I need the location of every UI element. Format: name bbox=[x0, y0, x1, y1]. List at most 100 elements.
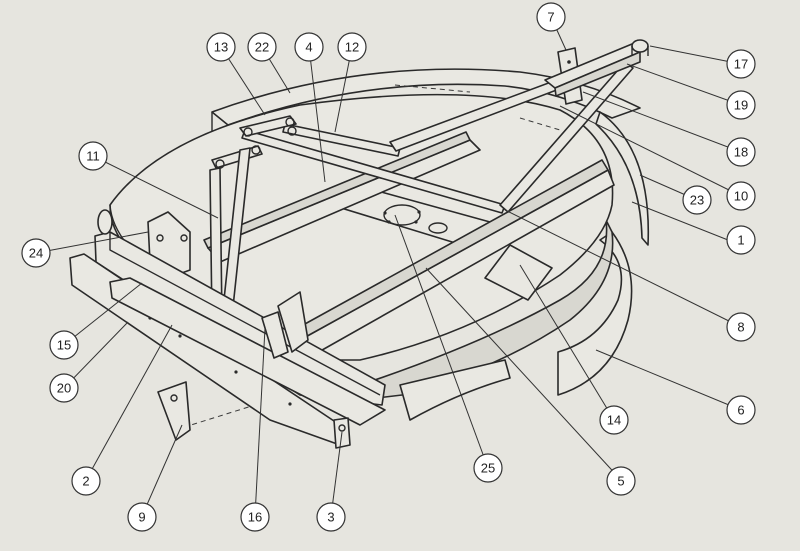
callout-5[interactable]: 5 bbox=[606, 466, 636, 496]
callout-label: 7 bbox=[547, 10, 554, 25]
bolt-hole-4 bbox=[414, 220, 418, 224]
leader-15 bbox=[63, 282, 143, 346]
leader-24 bbox=[35, 231, 149, 254]
leader-6 bbox=[595, 349, 742, 411]
callout-23[interactable]: 23 bbox=[682, 185, 712, 215]
callout-label: 8 bbox=[737, 320, 744, 335]
right-shield-part bbox=[595, 111, 650, 246]
callout-label: 12 bbox=[345, 40, 359, 55]
small-tab-hole bbox=[338, 424, 346, 432]
clevis-pin-3 bbox=[287, 126, 297, 136]
callout-label: 19 bbox=[734, 98, 748, 113]
front-rail-part bbox=[109, 277, 386, 426]
hitch-rail-side bbox=[554, 51, 641, 97]
lower-bracket-part bbox=[157, 381, 191, 441]
leader-20 bbox=[63, 321, 129, 389]
clevis-pin-5 bbox=[251, 145, 261, 155]
hidden-line-1 bbox=[394, 84, 471, 93]
callout-label: 14 bbox=[607, 413, 621, 428]
bolt-hole-1 bbox=[383, 211, 387, 215]
callout-label: 20 bbox=[57, 381, 71, 396]
small-bracket-2 bbox=[277, 291, 309, 353]
callout-14[interactable]: 14 bbox=[599, 405, 629, 435]
deck-lower-apron bbox=[399, 359, 511, 421]
callout-4[interactable]: 4 bbox=[294, 32, 324, 62]
mower-deck-assembly bbox=[69, 39, 650, 449]
callout-label: 13 bbox=[214, 40, 228, 55]
front-end-cap bbox=[97, 209, 113, 235]
callout-11[interactable]: 11 bbox=[78, 141, 108, 171]
leader-16 bbox=[254, 327, 266, 517]
bracket-hole-1 bbox=[156, 234, 164, 242]
callout-15[interactable]: 15 bbox=[49, 330, 79, 360]
clevis-pin-1 bbox=[243, 127, 253, 137]
callout-label: 10 bbox=[734, 189, 748, 204]
callout-9[interactable]: 9 bbox=[127, 502, 157, 532]
leader-5 bbox=[425, 267, 622, 481]
callout-label: 15 bbox=[57, 338, 71, 353]
callout-label: 25 bbox=[481, 461, 495, 476]
callout-7[interactable]: 7 bbox=[536, 2, 566, 32]
leader-11 bbox=[92, 155, 219, 219]
callout-22[interactable]: 22 bbox=[247, 32, 277, 62]
callout-label: 22 bbox=[255, 40, 269, 55]
leader-8 bbox=[504, 209, 742, 328]
callout-16[interactable]: 16 bbox=[240, 502, 270, 532]
callout-17[interactable]: 17 bbox=[726, 49, 756, 79]
lower-plate-part bbox=[484, 244, 553, 301]
leader-10 bbox=[559, 105, 742, 197]
callout-6[interactable]: 6 bbox=[726, 395, 756, 425]
callouts: 1 2 3 4 5 6 7 8 9 10 11 12 13 14 15 16 1… bbox=[21, 2, 756, 532]
spindle-hole-small bbox=[428, 222, 448, 234]
callout-label: 24 bbox=[29, 246, 43, 261]
leader-3 bbox=[330, 431, 343, 517]
hidden-line-2 bbox=[519, 117, 561, 131]
leader-lines bbox=[35, 16, 742, 517]
callout-3[interactable]: 3 bbox=[316, 502, 346, 532]
callout-25[interactable]: 25 bbox=[473, 453, 503, 483]
callout-2[interactable]: 2 bbox=[71, 466, 101, 496]
callout-label: 9 bbox=[138, 510, 145, 525]
callout-label: 18 bbox=[734, 145, 748, 160]
callout-label: 23 bbox=[690, 193, 704, 208]
callout-label: 16 bbox=[248, 510, 262, 525]
leader-4 bbox=[308, 46, 326, 183]
leader-18 bbox=[582, 91, 742, 153]
spindle-hole-large bbox=[383, 204, 421, 226]
hitch-tube-part bbox=[631, 39, 649, 53]
callout-18[interactable]: 18 bbox=[726, 137, 756, 167]
upper-link-part bbox=[282, 123, 401, 157]
right-lower-skirt-part bbox=[557, 231, 633, 396]
hitch-hole-1 bbox=[567, 60, 571, 64]
callout-8[interactable]: 8 bbox=[726, 312, 756, 342]
callout-24[interactable]: 24 bbox=[21, 238, 51, 268]
bumper-hole-3 bbox=[178, 334, 182, 338]
bracket-hole-2 bbox=[180, 234, 188, 242]
bolt-hole-2 bbox=[417, 210, 421, 214]
callout-label: 4 bbox=[305, 40, 312, 55]
small-bracket-part bbox=[261, 311, 289, 359]
leader-9 bbox=[141, 424, 183, 517]
callout-12[interactable]: 12 bbox=[337, 32, 367, 62]
bolt-hole-3 bbox=[387, 220, 391, 224]
callout-13[interactable]: 13 bbox=[206, 32, 236, 62]
callout-label: 1 bbox=[737, 233, 744, 248]
callout-label: 11 bbox=[86, 149, 100, 164]
leader-25 bbox=[394, 214, 489, 469]
callout-10[interactable]: 10 bbox=[726, 181, 756, 211]
callout-label: 5 bbox=[617, 474, 624, 489]
callout-label: 2 bbox=[82, 474, 89, 489]
rear-skirt-part bbox=[211, 68, 641, 126]
callout-20[interactable]: 20 bbox=[49, 373, 79, 403]
callout-19[interactable]: 19 bbox=[726, 90, 756, 120]
leader-2 bbox=[85, 324, 173, 481]
bumper-hole-4 bbox=[234, 370, 238, 374]
callout-label: 3 bbox=[327, 510, 334, 525]
leader-1 bbox=[631, 201, 729, 241]
callout-1[interactable]: 1 bbox=[726, 225, 756, 255]
lower-bracket-hole bbox=[170, 394, 178, 402]
leader-17 bbox=[649, 45, 742, 65]
callout-label: 6 bbox=[737, 403, 744, 418]
tie-bar-part bbox=[241, 129, 506, 214]
